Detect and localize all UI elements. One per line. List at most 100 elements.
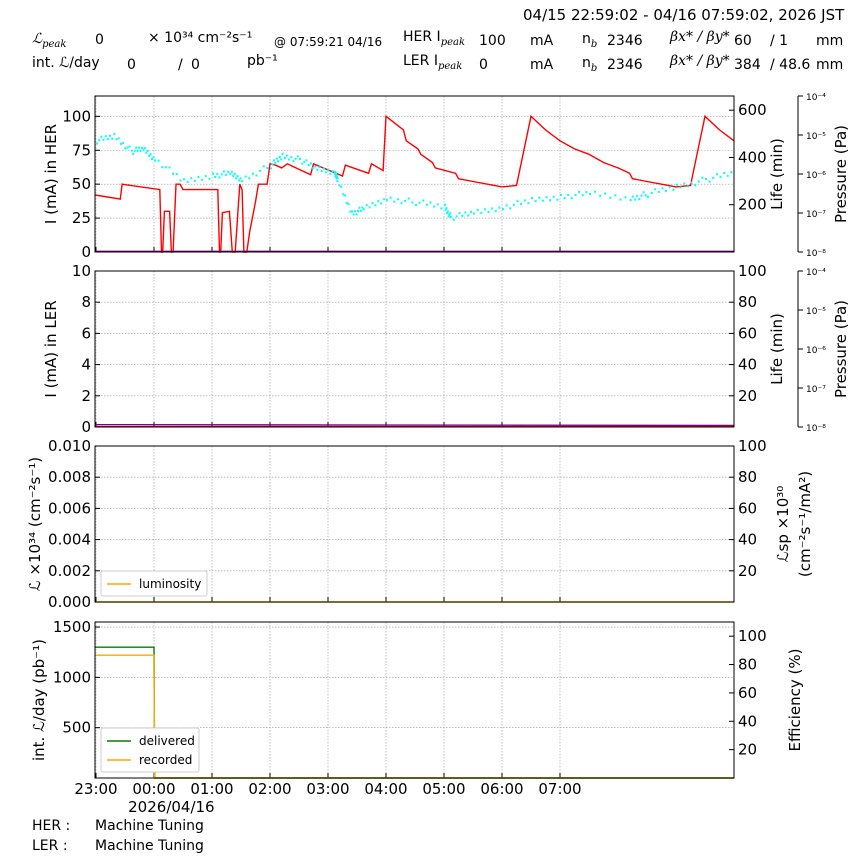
y2-axis-label: Life (min) <box>768 138 786 210</box>
her-life-point <box>640 194 643 197</box>
y-axis-label: I (mA) in HER <box>42 124 60 224</box>
her-life-point <box>233 172 236 175</box>
her-life-point <box>422 199 425 202</box>
her-nb-label: nb <box>582 31 598 50</box>
her-life-point <box>552 195 555 198</box>
her-life-point <box>448 213 451 216</box>
her-life-point <box>307 164 310 167</box>
her-life-point <box>230 170 233 173</box>
her-life-point <box>305 159 308 162</box>
her-life-point <box>239 177 242 180</box>
her-series-0-line <box>94 114 735 253</box>
her-life-point <box>690 181 693 184</box>
y-axis-label: ℒ ×10³⁴ (cm⁻²s⁻¹) <box>26 457 44 591</box>
her-life-point <box>383 198 386 201</box>
her-life-point <box>104 135 107 138</box>
her-life-point <box>117 137 120 140</box>
her-status-label: HER : <box>32 818 71 834</box>
her-life-point <box>312 167 315 170</box>
her-life-point <box>186 180 189 183</box>
her-life-point <box>359 209 362 212</box>
int-lum-label: int. ℒ/day <box>32 55 100 71</box>
time-range: 04/15 22:59:02 - 04/16 07:59:02, 2026 JS… <box>523 6 845 24</box>
her-life-point <box>262 165 265 168</box>
y2-axis-label: Efficiency (%) <box>786 649 804 752</box>
y-tick-label: 25 <box>72 209 91 227</box>
plot-frame <box>94 445 735 603</box>
her-life-point <box>142 148 145 151</box>
pressure-tick-label: 10⁻⁸ <box>806 249 826 259</box>
ler-current-value: 0 <box>479 57 488 73</box>
her-life-point <box>494 210 497 213</box>
her-life-point <box>665 189 668 192</box>
her-life-point <box>407 197 410 200</box>
her-life-point <box>133 149 136 152</box>
her-life-point <box>168 166 171 169</box>
y2-axis-label: ℒsp ×10³⁰ <box>774 486 792 563</box>
her-life-point <box>599 194 602 197</box>
y-tick-label: 1500 <box>53 618 91 636</box>
her-life-point <box>95 142 98 145</box>
y-tick-label: 0.000 <box>48 593 91 611</box>
y2-tick-label: 100 <box>738 627 767 645</box>
her-life-point <box>325 171 328 174</box>
her-life-point <box>335 175 338 178</box>
y-tick-label: 100 <box>62 107 91 125</box>
her-life-point <box>152 156 155 159</box>
her-life-point <box>581 194 584 197</box>
int-lum-value: 0 <box>127 57 136 73</box>
her-life-point <box>418 201 421 204</box>
her-life-point <box>534 200 537 203</box>
y-tick-label: 0 <box>81 243 91 261</box>
plot-frame <box>94 270 735 428</box>
legend-label: recorded <box>139 753 192 767</box>
y2-tick-label: 80 <box>738 293 757 311</box>
her-life-point <box>288 158 291 161</box>
her-life-point <box>179 179 182 182</box>
her-life-point <box>255 174 258 177</box>
her-life-point <box>266 167 269 170</box>
her-life-point <box>461 214 464 217</box>
her-life-point <box>109 134 112 137</box>
pressure-tick-label: 10⁻⁸ <box>806 424 826 434</box>
her-life-point <box>624 196 627 199</box>
her-life-point <box>136 149 139 152</box>
her-life-point <box>316 168 319 171</box>
her-life-point <box>704 178 707 181</box>
her-life-point <box>320 170 323 173</box>
y-axis-label: int. ℒ/day (pb⁻¹) <box>30 639 48 761</box>
x-tick-label: 06:00 <box>480 780 523 798</box>
y-tick-label: 0 <box>81 418 91 436</box>
her-life-point <box>538 196 541 199</box>
her-life-point <box>411 201 414 204</box>
her-current-label: HER Ipeak <box>403 29 466 48</box>
her-life-point <box>483 208 486 211</box>
y2-tick-label: 80 <box>738 656 757 674</box>
her-life-point <box>697 180 700 183</box>
her-life-point <box>148 154 151 157</box>
her-life-point <box>446 210 449 213</box>
her-life-point <box>296 155 299 158</box>
her-life-point <box>452 218 455 221</box>
x-tick-label: 05:00 <box>422 780 465 798</box>
her-life-point <box>425 203 428 206</box>
her-life-point <box>404 199 407 202</box>
her-life-point <box>290 156 293 159</box>
her-life-point <box>340 185 343 188</box>
her-life-point <box>429 201 432 204</box>
ler-status: Machine Tuning <box>95 838 204 854</box>
her-life-point <box>216 172 219 175</box>
her-life-point <box>338 184 341 187</box>
her-life-point <box>275 157 278 160</box>
her-life-point <box>559 193 562 196</box>
x-tick-label: 02:00 <box>248 780 291 798</box>
her-life-point <box>214 175 217 178</box>
x-tick-label: 04:00 <box>364 780 407 798</box>
her-life-point <box>128 145 131 148</box>
her-life-point <box>389 196 392 199</box>
her-life-point <box>374 204 377 207</box>
her-life-point <box>106 138 109 141</box>
her-status: Machine Tuning <box>95 818 204 834</box>
pressure-axis-label: Pressure (Pa) <box>832 300 850 398</box>
her-life-point <box>334 174 337 176</box>
